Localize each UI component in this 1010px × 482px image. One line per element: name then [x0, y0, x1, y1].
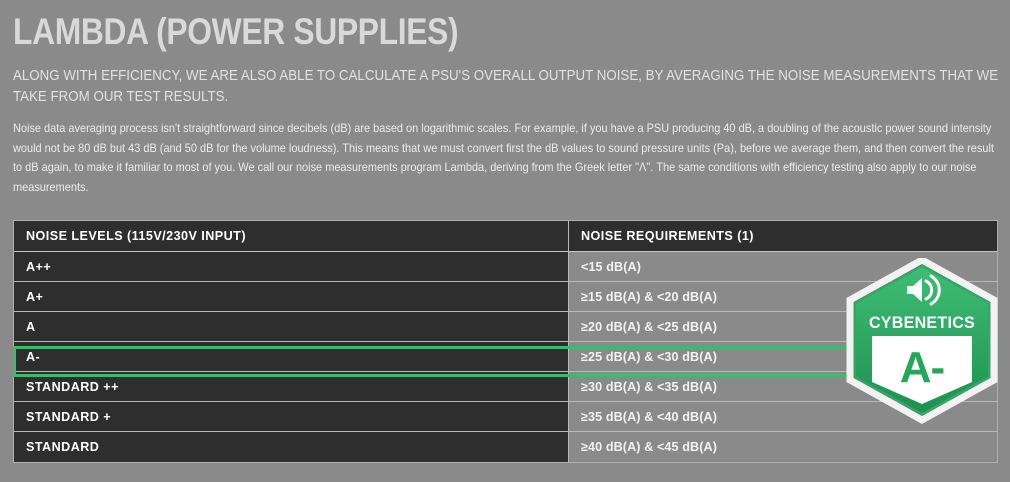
table-row: STANDARD ≥40 dB(A) & <45 dB(A): [14, 432, 997, 462]
noise-levels-table-container: NOISE LEVELS (115V/230V INPUT) NOISE REQ…: [13, 220, 998, 463]
column-header-noise-levels: NOISE LEVELS (115V/230V INPUT): [14, 221, 569, 252]
cell-noise-requirement: ≥25 dB(A) & <30 dB(A): [569, 342, 997, 372]
cell-noise-level: A: [14, 312, 569, 342]
table-row: A+ ≥15 dB(A) & <20 dB(A): [14, 282, 997, 312]
cell-noise-level: A-: [14, 342, 569, 372]
table-row: A++ <15 dB(A): [14, 252, 997, 282]
noise-levels-table: NOISE LEVELS (115V/230V INPUT) NOISE REQ…: [13, 220, 998, 463]
page-body-paragraph: Noise data averaging process isn't strai…: [13, 122, 994, 194]
cybenetics-badge: CYBENETICS A-: [843, 258, 1001, 426]
page-title: LAMBDA (POWER SUPPLIES): [13, 11, 459, 52]
cell-noise-level: A++: [14, 252, 569, 282]
cell-noise-requirement: ≥40 dB(A) & <45 dB(A): [581, 440, 718, 454]
cell-noise-requirement: ≥20 dB(A) & <25 dB(A): [569, 312, 997, 342]
speaker-icon: [907, 274, 941, 306]
column-header-noise-requirements: NOISE REQUIREMENTS (1): [569, 221, 997, 252]
cell-noise-requirement: ≥35 dB(A) & <40 dB(A): [569, 402, 997, 432]
cell-noise-level: STANDARD ++: [14, 372, 569, 402]
cell-noise-requirement: ≥30 dB(A) & <35 dB(A): [569, 372, 997, 402]
table-header-row: NOISE LEVELS (115V/230V INPUT) NOISE REQ…: [14, 221, 997, 252]
table-row: STANDARD + ≥35 dB(A) & <40 dB(A): [14, 402, 997, 432]
badge-grade-label: A-: [899, 343, 945, 392]
table-row: A ≥20 dB(A) & <25 dB(A): [14, 312, 997, 342]
page-subtitle: ALONG WITH EFFICIENCY, WE ARE ALSO ABLE …: [13, 68, 999, 105]
badge-hexagon-shape: [846, 258, 998, 425]
cell-noise-level: STANDARD: [14, 432, 569, 462]
cell-noise-level: A+: [14, 282, 569, 312]
table-row: STANDARD ++ ≥30 dB(A) & <35 dB(A): [14, 372, 997, 402]
cell-noise-requirement: ≥15 dB(A) & <20 dB(A): [569, 282, 997, 312]
cell-noise-level: STANDARD +: [14, 402, 569, 432]
cell-noise-requirement: <15 dB(A): [569, 252, 997, 282]
badge-brand-label: CYBENETICS: [868, 314, 976, 332]
